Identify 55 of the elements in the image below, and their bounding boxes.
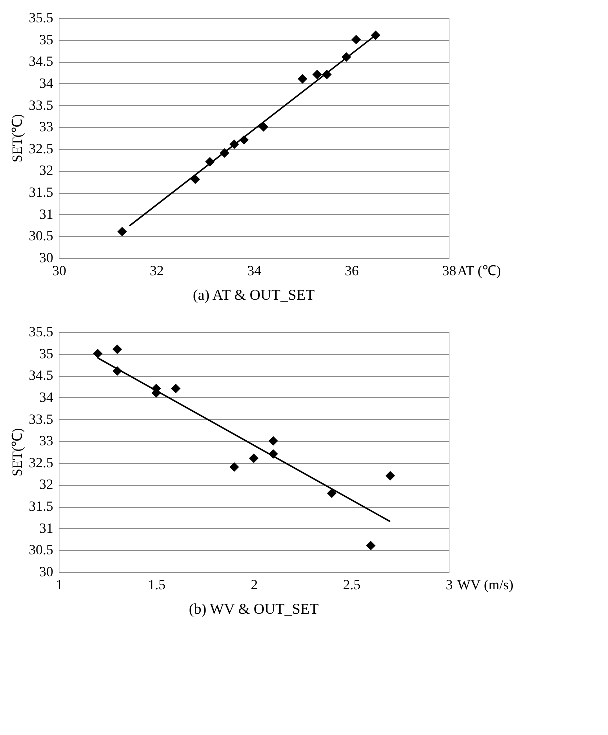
- y-tick-label: 35: [40, 347, 54, 362]
- y-tick-label: 34.5: [29, 55, 54, 70]
- y-tick-label: 33: [40, 120, 54, 136]
- y-tick-label: 33: [40, 434, 54, 450]
- text: (b) WV & OUT_SET: [189, 602, 319, 618]
- point: [259, 122, 268, 132]
- y-tick-label: 32: [40, 164, 54, 180]
- point: [190, 174, 200, 184]
- x-axis-title: WV (m/s): [458, 578, 514, 594]
- x-tick-label: 38: [442, 264, 456, 280]
- point: [268, 436, 278, 446]
- y-tick-label: 31.5: [29, 186, 54, 202]
- y-tick-label: 32: [40, 478, 54, 494]
- y-tick-label: 31.5: [29, 500, 54, 516]
- x-tick-label: 2.5: [343, 578, 361, 594]
- point: [118, 227, 128, 237]
- y-tick-label: 32.5: [29, 456, 54, 472]
- y-tick-label: 30: [40, 566, 54, 580]
- point: [298, 74, 308, 84]
- point: [112, 344, 122, 354]
- y-tick-label: 31: [40, 208, 54, 223]
- x-tick-label: 1: [56, 578, 63, 594]
- y-axis-title: SET(℃): [11, 114, 26, 163]
- y-tick-label: 31: [40, 522, 54, 537]
- y-tick-label: 32.5: [29, 142, 54, 158]
- point: [171, 384, 181, 394]
- y-tick-label: 30: [40, 252, 54, 266]
- y-tick-label: 35: [40, 33, 54, 48]
- point: [249, 454, 259, 464]
- x-tick-label: 3: [446, 578, 453, 594]
- point: [352, 35, 362, 45]
- text: (a) AT & OUT_SET: [193, 288, 315, 304]
- y-tick-label: 30.5: [29, 230, 54, 245]
- x-tick-label: 32: [150, 264, 164, 280]
- x-tick-label: 2: [251, 578, 258, 594]
- x-tick-label: 34: [248, 264, 262, 280]
- point: [366, 541, 376, 551]
- x-tick-label: 1.5: [148, 578, 166, 594]
- point: [93, 349, 103, 359]
- point: [312, 70, 322, 80]
- x-tick-label: 30: [52, 264, 66, 280]
- y-tick-label: 33.5: [29, 98, 54, 114]
- point: [230, 462, 240, 472]
- y-tick-label: 34.5: [29, 369, 54, 384]
- x-axis-title: AT (℃): [458, 264, 502, 280]
- y-tick-label: 34: [40, 76, 54, 92]
- point: [386, 471, 396, 481]
- y-tick-label: 34: [40, 390, 54, 406]
- y-tick-label: 30.5: [29, 544, 54, 559]
- y-axis-title: SET(℃): [11, 428, 26, 477]
- y-tick-label: 35.5: [29, 12, 54, 26]
- y-tick-label: 35.5: [29, 326, 54, 340]
- x-tick-label: 36: [345, 264, 359, 280]
- y-tick-label: 33.5: [29, 412, 54, 428]
- point: [327, 488, 337, 498]
